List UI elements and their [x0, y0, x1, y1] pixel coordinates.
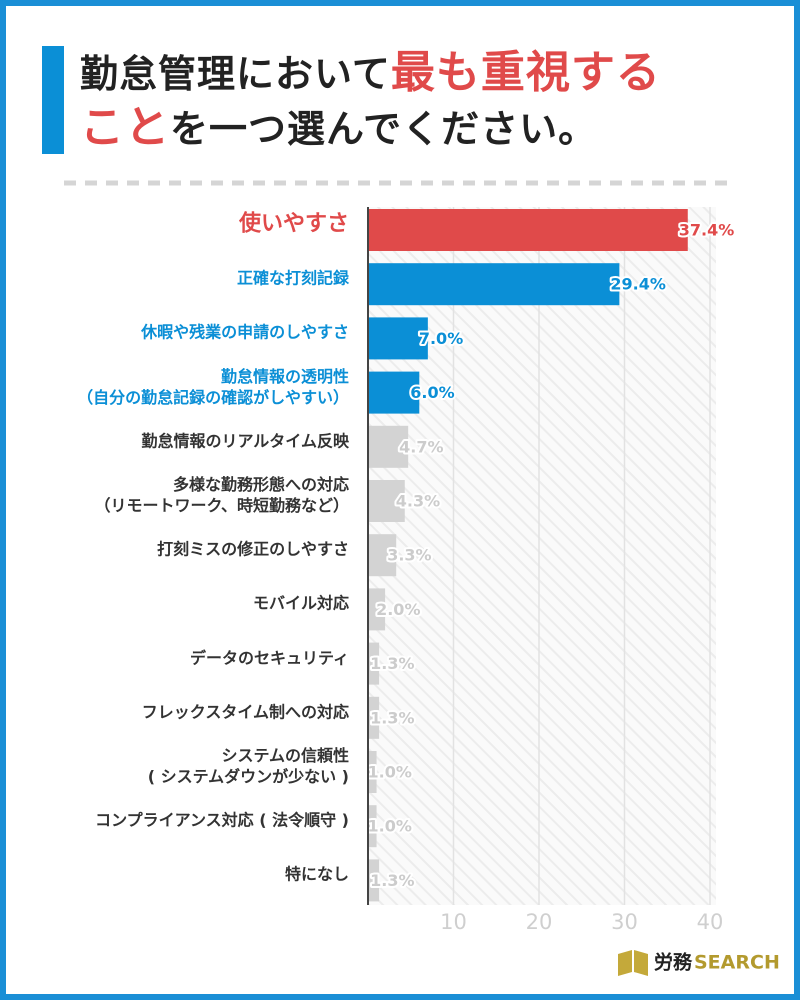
bar — [368, 371, 420, 414]
title-segment: 勤怠管理において — [80, 52, 391, 96]
logo-text: 労務 — [654, 951, 693, 974]
category-label: 正確な打刻記録 — [236, 268, 349, 288]
category-label: 特になし — [284, 864, 349, 884]
value-label: 3.3% — [387, 546, 431, 565]
bar — [368, 588, 386, 631]
bar — [368, 696, 380, 739]
title-line: ことを一つ選んでください。 — [80, 101, 661, 156]
title-line: 勤怠管理において最も重視する — [80, 46, 661, 101]
title: 勤怠管理において最も重視する ことを一つ選んでください。 — [80, 46, 661, 156]
category-label: 打刻ミスの修正のしやすさ — [157, 539, 349, 559]
category-label: システムの信頼性 ( システムダウンが少ない ) — [147, 746, 349, 786]
value-label: 1.0% — [368, 817, 412, 836]
title-segment: を一つ選んでください。 — [170, 107, 598, 151]
title-accent — [42, 46, 64, 154]
value-label: 4.7% — [399, 437, 443, 456]
category-label: 使いやすさ — [238, 211, 349, 237]
value-label: 1.3% — [370, 871, 414, 890]
category-label: 勤怠情報のリアルタイム反映 — [141, 431, 349, 451]
value-label: 29.4% — [610, 275, 666, 294]
value-label: 1.3% — [370, 654, 414, 673]
value-label: 37.4% — [679, 221, 735, 240]
category-label: 勤怠情報の透明性 （自分の勤怠記録の確認がしやすい） — [77, 366, 349, 407]
value-label: 1.3% — [370, 708, 414, 727]
bar — [368, 642, 380, 685]
x-tick-label: 20 — [526, 910, 553, 934]
value-label: 6.0% — [410, 383, 454, 402]
value-label: 1.0% — [368, 763, 412, 782]
bar — [368, 263, 620, 306]
bar — [368, 751, 377, 793]
bar — [368, 480, 405, 522]
x-tick-label: 10 — [440, 910, 467, 934]
value-label: 4.3% — [396, 492, 440, 511]
category-label: 休暇や残業の申請のしやすさ — [141, 322, 349, 342]
category-label: データのセキュリティ — [189, 648, 349, 668]
bar — [368, 317, 428, 360]
logo-icon — [618, 950, 648, 976]
bar — [368, 859, 380, 902]
category-label: 多様な勤務形態への対応 （リモートワーク、時短勤務など） — [94, 475, 349, 515]
bar — [368, 534, 397, 577]
category-label: モバイル対応 — [252, 593, 349, 613]
value-label: 2.0% — [376, 600, 420, 619]
category-label: フレックスタイム制への対応 — [141, 702, 349, 722]
title-segment: こと — [80, 102, 170, 153]
x-tick-label: 30 — [611, 910, 638, 934]
x-tick-label: 40 — [697, 910, 724, 934]
title-segment: 最も重視する — [390, 47, 661, 98]
logo-text: SEARCH — [694, 952, 780, 974]
category-label: コンプライアンス対応 ( 法令順守 ) — [95, 810, 349, 830]
value-label: 7.0% — [419, 329, 463, 348]
bar — [368, 425, 409, 468]
bar — [368, 805, 377, 848]
bar — [368, 209, 688, 251]
chart: 10 20 30 40 37.4% 29.4% 7.0% 6.0% 4.7% 4.3% 3.3% 2.… — [64, 180, 780, 976]
